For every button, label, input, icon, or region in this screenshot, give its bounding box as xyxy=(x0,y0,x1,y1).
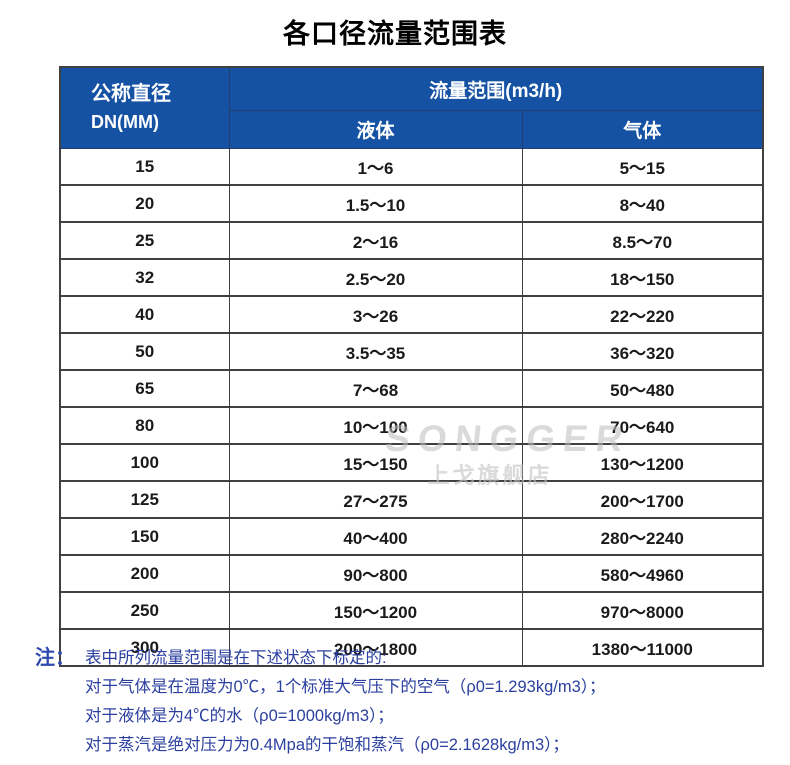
cell-gas: 50～480 xyxy=(521,369,764,408)
table-row: 200 90～800 580～4960 xyxy=(59,554,764,593)
cell-dn: 125 xyxy=(59,480,230,519)
cell-gas: 970～8000 xyxy=(521,591,764,630)
cell-gas: 1380～11000 xyxy=(521,628,764,667)
header-row-2: 液体 气体 xyxy=(60,110,764,149)
table-row: 150 40～400 280～2240 xyxy=(59,517,764,556)
table-row: 100 15～150 130～1200 xyxy=(59,443,764,482)
cell-liquid: 200～1800 xyxy=(228,628,523,667)
cell-dn: 50 xyxy=(59,332,230,371)
table-row: 50 3.5～35 36～320 xyxy=(59,332,764,371)
cell-dn: 80 xyxy=(59,406,230,445)
cell-liquid: 15～150 xyxy=(228,443,523,482)
cell-dn: 25 xyxy=(59,221,230,260)
cell-liquid: 90～800 xyxy=(228,554,523,593)
cell-gas: 200～1700 xyxy=(521,480,764,519)
cell-dn: 100 xyxy=(59,443,230,482)
table-row: 300 200～1800 1380～11000 xyxy=(59,628,764,667)
cell-dn: 40 xyxy=(59,295,230,334)
cell-dn: 65 xyxy=(59,369,230,408)
cell-liquid: 7～68 xyxy=(228,369,523,408)
cell-liquid: 40～400 xyxy=(228,517,523,556)
table-row: 40 3～26 22～220 xyxy=(59,295,764,334)
cell-gas: 8～40 xyxy=(521,184,764,223)
note-line: 对于蒸汽是绝对压力为0.4Mpa的干饱和蒸汽（ρ0=2.1628kg/m3）； xyxy=(85,736,569,754)
cell-liquid: 3～26 xyxy=(228,295,523,334)
notes-label: 注： xyxy=(35,647,75,669)
cell-dn: 300 xyxy=(59,628,230,667)
cell-dn: 20 xyxy=(59,184,230,223)
table-row: 65 7～68 50～480 xyxy=(59,369,764,408)
table-row: 32 2.5～20 18～150 xyxy=(59,258,764,297)
cell-liquid: 10～100 xyxy=(228,406,523,445)
notes-section: 注： 表中所列流量范围是在下述状态下标定的: 对于气体是在温度为0℃，1个标准大… xyxy=(35,644,780,760)
header-diameter-label: 公称直径 xyxy=(91,83,171,106)
header-diameter-unit: DN(MM) xyxy=(91,112,159,133)
flow-range-table-wrap: 公称直径 DN(MM) 流量范围(m3/h) 液体 气体 15 1～6 5～15 20… xyxy=(59,66,765,667)
header-cell-flow-range: 流量范围(m3/h) xyxy=(228,66,764,111)
cell-liquid: 1.5～10 xyxy=(228,184,523,223)
cell-gas: 70～640 xyxy=(521,406,764,445)
note-line: 对于液体是为4℃的水（ρ0=1000kg/m3）； xyxy=(85,707,394,725)
cell-liquid: 2.5～20 xyxy=(228,258,523,297)
flow-range-table: 公称直径 DN(MM) 流量范围(m3/h) 液体 气体 15 1～6 5～15 20… xyxy=(59,66,765,667)
header-cell-diameter: 公称直径 DN(MM) xyxy=(59,66,230,149)
note-line: 表中所列流量范围是在下述状态下标定的: xyxy=(85,649,387,667)
table-row: 125 27～275 200～1700 xyxy=(59,480,764,519)
table-header: 公称直径 DN(MM) 流量范围(m3/h) 液体 气体 xyxy=(59,66,764,149)
cell-gas: 580～4960 xyxy=(521,554,764,593)
cell-gas: 5～15 xyxy=(521,148,764,186)
table-row: 25 2～16 8.5～70 xyxy=(59,221,764,260)
cell-dn: 200 xyxy=(59,554,230,593)
cell-gas: 36～320 xyxy=(521,332,764,371)
notes-lines: 表中所列流量范围是在下述状态下标定的: 对于气体是在温度为0℃，1个标准大气压下… xyxy=(85,644,780,760)
cell-liquid: 2～16 xyxy=(228,221,523,260)
cell-gas: 22～220 xyxy=(521,295,764,334)
cell-gas: 130～1200 xyxy=(521,443,764,482)
note-line: 对于气体是在温度为0℃，1个标准大气压下的空气（ρ0=1.293kg/m3）； xyxy=(85,678,606,696)
page-title: 各口径流量范围表 xyxy=(283,19,507,49)
header-cell-liquid: 液体 xyxy=(228,110,523,149)
table-row: 15 1～6 5～15 xyxy=(59,148,764,186)
cell-gas: 18～150 xyxy=(521,258,764,297)
cell-liquid: 150～1200 xyxy=(228,591,523,630)
table-row: 80 10～100 70～640 xyxy=(59,406,764,445)
header-cell-gas: 气体 xyxy=(521,110,764,149)
cell-liquid: 27～275 xyxy=(228,480,523,519)
flow-table-body: 15 1～6 5～15 20 1.5～10 8～40 25 2～16 8.5～70 32 2.5～2… xyxy=(59,148,764,667)
cell-liquid: 3.5～35 xyxy=(228,332,523,371)
table-row: 250 150～1200 970～8000 xyxy=(59,591,764,630)
cell-dn: 250 xyxy=(59,591,230,630)
header-row-1: 公称直径 DN(MM) 流量范围(m3/h) xyxy=(59,66,764,149)
cell-gas: 8.5～70 xyxy=(521,221,764,260)
cell-gas: 280～2240 xyxy=(521,517,764,556)
cell-dn: 32 xyxy=(59,258,230,297)
cell-liquid: 1～6 xyxy=(228,148,523,186)
cell-dn: 15 xyxy=(59,148,230,186)
cell-dn: 150 xyxy=(59,517,230,556)
table-row: 20 1.5～10 8～40 xyxy=(59,184,764,223)
